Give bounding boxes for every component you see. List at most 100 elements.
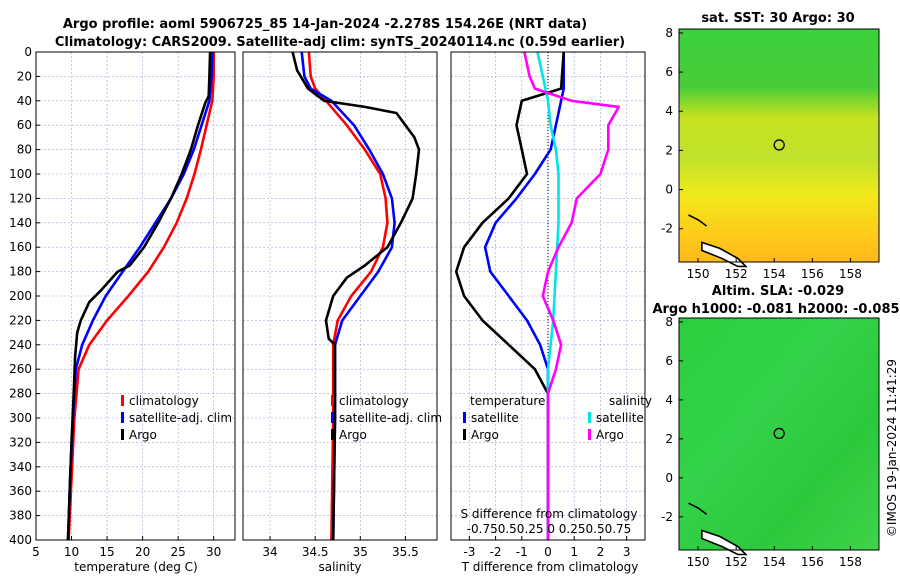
coastline <box>688 214 708 227</box>
series-line-temperature-satellite <box>483 52 565 540</box>
y-tick-label: 40 <box>17 94 32 108</box>
difference-panel: -3 -2 -1 0 1 2 3 temperature salinity satellite Ar… <box>450 51 652 559</box>
coastline <box>701 241 748 268</box>
x-tick-label: 0 <box>544 545 552 559</box>
sst-map-title: sat. SST: 30 Argo: 30 <box>701 11 854 26</box>
y-tick-label: 340 <box>9 460 32 474</box>
y-tick-label: 60 <box>17 118 32 132</box>
sla-map-title-2: Argo h1000: -0.081 h2000: -0.085 <box>652 302 899 317</box>
map-frame <box>678 317 880 551</box>
legend-swatch <box>121 412 124 423</box>
x-tick-label: 35 <box>353 545 368 559</box>
map-y-tick-label: 0 <box>665 183 673 197</box>
y-tick-label: 140 <box>9 216 32 230</box>
y-tick-label: 100 <box>9 167 32 181</box>
map-y-tick-label: 4 <box>665 104 673 118</box>
sla-map: 150 152 154 156 158 8 6 4 2 0 -2 <box>661 315 880 569</box>
map-y-tick-label: 6 <box>665 65 673 79</box>
legend-label: Argo <box>339 428 367 442</box>
legend-swatch <box>588 429 591 440</box>
legend-swatch <box>463 412 466 423</box>
legend-title-salinity: salinity <box>609 394 652 408</box>
temperature-xlabel: temperature (deg C) <box>74 560 197 574</box>
x-tick-label: -3 <box>463 545 475 559</box>
sla-map-title-1: Altim. SLA: -0.029 <box>712 284 844 299</box>
temperature-panel: 5 10 15 20 25 3002040608010012014016018020022… <box>9 45 236 559</box>
map-x-tick-label: 150 <box>687 555 710 569</box>
title-line-1: Argo profile: aoml 5906725_85 14-Jan-202… <box>63 17 587 32</box>
legend-swatch <box>331 412 334 423</box>
map-frame <box>678 28 880 263</box>
sst-field <box>679 29 879 262</box>
x-tick-label: 15 <box>99 545 114 559</box>
y-tick-label: 200 <box>9 289 32 303</box>
x-tick-label: 1 <box>570 545 578 559</box>
y-tick-label: 300 <box>9 411 32 425</box>
legend-swatch <box>121 395 124 406</box>
y-tick-label: 240 <box>9 338 32 352</box>
y-tick-label: 320 <box>9 435 32 449</box>
legend-swatch <box>121 429 124 440</box>
map-x-tick-label: 154 <box>763 267 786 281</box>
legend-label: satellite <box>596 411 644 425</box>
series-line-temperature-argo <box>454 51 565 540</box>
x-tick-label: 35.5 <box>392 545 419 559</box>
legend-swatch <box>463 429 466 440</box>
x-tick-label: 5 <box>32 545 40 559</box>
legend-label: Argo <box>471 428 499 442</box>
plot-frame <box>35 51 236 541</box>
legend-swatch <box>588 412 591 423</box>
x-tick-label: 34 <box>262 545 277 559</box>
legend-label: climatology <box>339 394 409 408</box>
x-tick-label: 34.5 <box>302 545 329 559</box>
x-tick-label: -1 <box>516 545 528 559</box>
map-x-tick-label: 156 <box>801 555 824 569</box>
y-tick-label: 160 <box>9 240 32 254</box>
plot-frame <box>242 51 438 541</box>
map-y-tick-label: -2 <box>661 510 673 524</box>
x-tick-label: 10 <box>64 545 79 559</box>
map-x-tick-label: 154 <box>763 555 786 569</box>
y-tick-label: 220 <box>9 313 32 327</box>
x-tick-label: -2 <box>490 545 502 559</box>
map-y-tick-label: 6 <box>665 354 673 368</box>
plot-frame <box>450 51 646 541</box>
sst-map: 150 152 154 156 158 8 6 4 2 0 -2 <box>661 26 880 281</box>
credit: ©IMOS 19-Jan-2024 11:41:29 <box>885 359 899 537</box>
x-tick-label: 3 <box>623 545 631 559</box>
map-y-tick-label: 8 <box>665 26 673 40</box>
y-tick-label: 20 <box>17 69 32 83</box>
y-tick-label: 180 <box>9 265 32 279</box>
argo-position-marker <box>773 139 785 151</box>
legend-label: Argo <box>596 428 624 442</box>
series-line-climatology <box>67 52 215 541</box>
map-y-tick-label: 0 <box>665 471 673 485</box>
legend-label: satellite-adj. clim <box>339 411 442 425</box>
legend-label: Argo <box>129 428 157 442</box>
salinity-panel: 34 34.5 35 35.5 climatology satellite-adj. cl… <box>242 51 442 559</box>
t-diff-xlabel: T difference from climatology <box>461 560 639 574</box>
series-line-salinity-argo <box>523 51 621 540</box>
x-tick-label: 30 <box>206 545 221 559</box>
x-tick-label: 20 <box>135 545 150 559</box>
coastline <box>701 529 748 556</box>
map-y-tick-label: 8 <box>665 315 673 329</box>
map-x-tick-label: 152 <box>725 555 748 569</box>
map-x-tick-label: 156 <box>801 267 824 281</box>
argo-position-marker <box>773 427 785 440</box>
map-y-tick-label: -2 <box>661 222 673 236</box>
series-line-argo <box>291 51 421 541</box>
title-line-2: Climatology: CARS2009. Satellite-adj cli… <box>55 35 625 50</box>
series-line-argo <box>66 51 212 541</box>
coastline <box>688 502 708 515</box>
legend-swatch <box>331 395 334 406</box>
legend-swatch <box>331 429 334 440</box>
map-y-tick-label: 2 <box>665 432 673 446</box>
map-y-tick-label: 2 <box>665 143 673 157</box>
series-line-satellite-adj-clim <box>300 51 396 541</box>
x-tick-label: 2 <box>597 545 605 559</box>
map-x-tick-label: 150 <box>687 267 710 281</box>
y-tick-label: 380 <box>9 509 32 523</box>
y-tick-label: 280 <box>9 387 32 401</box>
